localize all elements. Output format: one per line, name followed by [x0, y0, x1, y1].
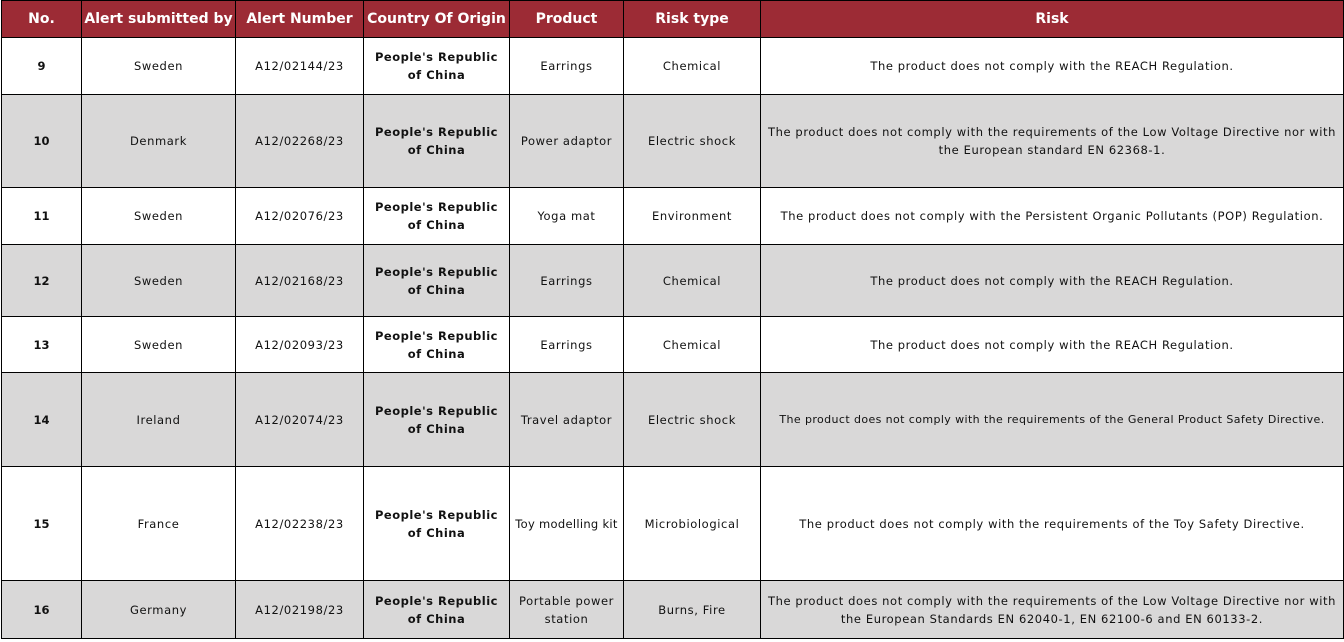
header-country-of-origin: Country Of Origin [363, 0, 510, 38]
cell-risk: The product does not comply with the req… [760, 372, 1344, 467]
cell-risk: The product does not comply with the req… [760, 580, 1344, 639]
cell-submitted-by: Sweden [81, 244, 236, 317]
table-row: 15 France A12/02238/23 People's Republic… [1, 466, 1344, 581]
cell-risk-type: Microbiological [623, 466, 761, 581]
cell-country-of-origin: People's Republic of China [363, 316, 510, 373]
cell-submitted-by: Sweden [81, 187, 236, 245]
cell-alert-number: A12/02238/23 [235, 466, 364, 581]
cell-submitted-by: Sweden [81, 37, 236, 95]
table-row: 14 Ireland A12/02074/23 People's Republi… [1, 372, 1344, 467]
cell-no: 16 [1, 580, 82, 639]
cell-risk-type: Chemical [623, 316, 761, 373]
cell-product: Earrings [509, 37, 624, 95]
cell-risk: The product does not comply with the REA… [760, 316, 1344, 373]
cell-submitted-by: France [81, 466, 236, 581]
header-no: No. [1, 0, 82, 38]
cell-alert-number: A12/02074/23 [235, 372, 364, 467]
cell-country-of-origin: People's Republic of China [363, 372, 510, 467]
cell-risk-type: Chemical [623, 244, 761, 317]
table-row: 10 Denmark A12/02268/23 People's Republi… [1, 94, 1344, 188]
cell-product: Toy modelling kit [509, 466, 624, 581]
header-risk-type: Risk type [623, 0, 761, 38]
cell-country-of-origin: People's Republic of China [363, 37, 510, 95]
cell-product: Travel adaptor [509, 372, 624, 467]
cell-product: Earrings [509, 316, 624, 373]
cell-submitted-by: Sweden [81, 316, 236, 373]
table-row: 12 Sweden A12/02168/23 People's Republic… [1, 244, 1344, 317]
table-header-row: No. Alert submitted by Alert Number Coun… [1, 0, 1344, 38]
cell-risk-type: Chemical [623, 37, 761, 95]
header-alert-submitted-by: Alert submitted by [81, 0, 236, 38]
cell-risk: The product does not comply with the Per… [760, 187, 1344, 245]
cell-no: 14 [1, 372, 82, 467]
cell-risk-type: Electric shock [623, 94, 761, 188]
cell-risk-type: Burns, Fire [623, 580, 761, 639]
cell-country-of-origin: People's Republic of China [363, 466, 510, 581]
cell-product: Yoga mat [509, 187, 624, 245]
header-alert-number: Alert Number [235, 0, 364, 38]
header-product: Product [509, 0, 624, 38]
cell-product: Earrings [509, 244, 624, 317]
cell-alert-number: A12/02076/23 [235, 187, 364, 245]
cell-no: 12 [1, 244, 82, 317]
cell-country-of-origin: People's Republic of China [363, 94, 510, 188]
cell-alert-number: A12/02168/23 [235, 244, 364, 317]
cell-risk-type: Electric shock [623, 372, 761, 467]
cell-submitted-by: Ireland [81, 372, 236, 467]
cell-submitted-by: Denmark [81, 94, 236, 188]
table-row: 13 Sweden A12/02093/23 People's Republic… [1, 316, 1344, 373]
cell-no: 13 [1, 316, 82, 373]
table-row: 9 Sweden A12/02144/23 People's Republic … [1, 37, 1344, 95]
cell-risk: The product does not comply with the REA… [760, 244, 1344, 317]
cell-country-of-origin: People's Republic of China [363, 187, 510, 245]
cell-alert-number: A12/02268/23 [235, 94, 364, 188]
cell-risk: The product does not comply with the REA… [760, 37, 1344, 95]
cell-product: Power adaptor [509, 94, 624, 188]
cell-alert-number: A12/02198/23 [235, 580, 364, 639]
cell-risk: The product does not comply with the req… [760, 466, 1344, 581]
cell-country-of-origin: People's Republic of China [363, 244, 510, 317]
cell-alert-number: A12/02093/23 [235, 316, 364, 373]
cell-no: 9 [1, 37, 82, 95]
table-row: 11 Sweden A12/02076/23 People's Republic… [1, 187, 1344, 245]
cell-risk: The product does not comply with the req… [760, 94, 1344, 188]
cell-no: 11 [1, 187, 82, 245]
cell-alert-number: A12/02144/23 [235, 37, 364, 95]
cell-submitted-by: Germany [81, 580, 236, 639]
table-row: 16 Germany A12/02198/23 People's Republi… [1, 580, 1344, 639]
cell-country-of-origin: People's Republic of China [363, 580, 510, 639]
cell-no: 15 [1, 466, 82, 581]
cell-risk-type: Environment [623, 187, 761, 245]
cell-no: 10 [1, 94, 82, 188]
header-risk: Risk [760, 0, 1344, 38]
cell-product: Portable power station [509, 580, 624, 639]
